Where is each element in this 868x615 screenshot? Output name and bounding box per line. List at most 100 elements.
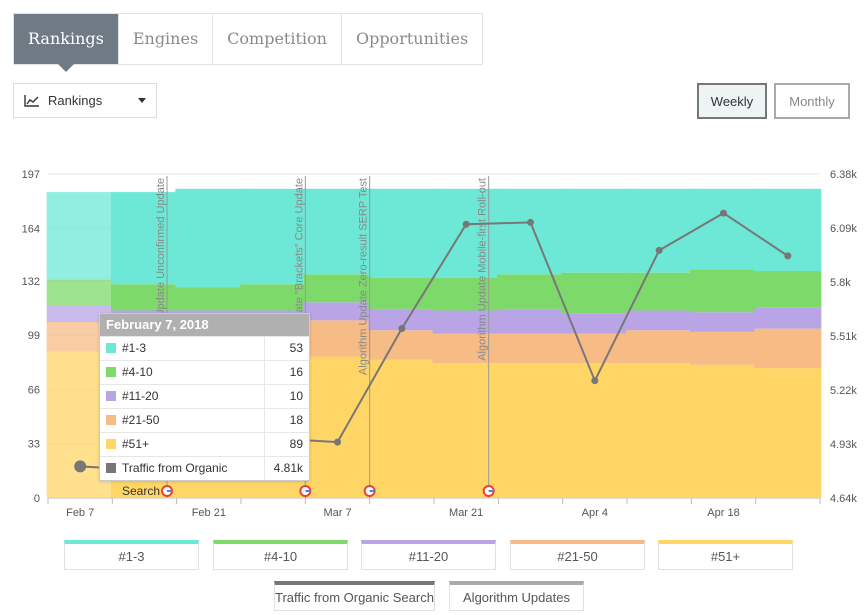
traffic-point (462, 220, 470, 228)
legend-item-organic-traffic[interactable]: Traffic from Organic Search (274, 581, 435, 611)
bar-segment (432, 333, 500, 364)
tooltip-swatch (106, 367, 116, 377)
traffic-point (398, 325, 406, 333)
x-tick-label: Apr 18 (707, 507, 739, 519)
bar-segment (304, 356, 371, 498)
y-tick-label-right: 4.93k (830, 439, 857, 451)
bar-segment (432, 363, 500, 498)
tooltip-value: 4.81k (264, 457, 309, 480)
bar-segment (175, 287, 243, 311)
bar-segment (754, 328, 822, 369)
y-tick-label-right: 5.22k (830, 385, 857, 397)
tooltip-value: 10 (264, 385, 309, 408)
bar-segment (754, 368, 822, 498)
tooltip-label: #21-50 (122, 413, 160, 427)
bar-segment (368, 188, 436, 278)
legend-item-4-10[interactable]: #4-10 (213, 540, 348, 570)
tooltip-row: #21-50 18 (100, 408, 309, 432)
x-tick-label: Apr 4 (582, 507, 608, 519)
bar-segment (625, 188, 693, 273)
traffic-point (334, 438, 341, 446)
tooltip-row: Traffic from Organic Search 4.81k (100, 456, 309, 498)
bar-segment (690, 312, 757, 332)
dropdown-label: Rankings (48, 93, 103, 108)
monthly-button[interactable]: Monthly (774, 83, 850, 119)
bar-segment (368, 308, 436, 331)
tooltip-row: #11-20 10 (100, 384, 309, 408)
tooltip-label: #4-10 (122, 365, 153, 379)
tooltip-value: 89 (264, 433, 309, 456)
bar-segment (690, 269, 757, 313)
y-tick-label-left: 66 (28, 384, 40, 396)
bar-segment (46, 192, 114, 280)
traffic-point (74, 460, 87, 473)
tooltip-swatch (106, 439, 116, 449)
traffic-point (591, 377, 599, 385)
bar-segment (304, 302, 371, 321)
y-tick-label-left: 164 (22, 223, 40, 235)
tooltip-label: #11-20 (122, 389, 159, 403)
y-tick-label-left: 0 (34, 493, 40, 505)
y-tick-label-left: 99 (28, 330, 40, 342)
bar-segment (561, 272, 629, 314)
x-tick-label: Feb 21 (192, 507, 226, 519)
bar-segment (561, 188, 629, 273)
tab-opportunities[interactable]: Opportunities (341, 14, 483, 64)
y-tick-label-right: 4.64k (830, 493, 857, 505)
bar-segment (625, 330, 693, 364)
traffic-point (655, 246, 663, 254)
bar-segment (561, 333, 629, 364)
rankings-chart: 0 33 66 99 132 164 197 4.64k 4.93k 5.22k 5.51k 5.8k… (22, 169, 858, 519)
traffic-point (784, 252, 792, 260)
weekly-button[interactable]: Weekly (697, 83, 767, 119)
tooltip-row: #51+ 89 (100, 432, 309, 456)
bar-segment (368, 277, 436, 309)
tab-rankings[interactable]: Rankings (14, 14, 119, 72)
tooltip-swatch (106, 415, 116, 425)
traffic-point (527, 218, 534, 226)
bar-segment (368, 330, 436, 360)
legend-item-21-50[interactable]: #21-50 (510, 540, 645, 570)
legend-item-1-3[interactable]: #1-3 (64, 540, 199, 570)
y-tick-label-left: 132 (22, 276, 40, 288)
bar-segment (304, 274, 371, 303)
y-tick-label-left: 33 (28, 439, 40, 451)
tooltip-label: #1-3 (122, 341, 147, 355)
bar-segment (625, 310, 693, 331)
bar-segment (625, 363, 693, 498)
bar-segment (432, 310, 500, 334)
bar-segment (239, 284, 307, 311)
line-chart-icon (24, 94, 39, 107)
y-tick-label-right: 6.38k (830, 169, 857, 181)
tab-engines[interactable]: Engines (118, 14, 214, 64)
metric-dropdown[interactable]: Rankings (13, 83, 157, 118)
tooltip-value: 18 (264, 409, 309, 432)
bar-segment (497, 274, 564, 309)
legend-item-algorithm-updates[interactable]: Algorithm Updates (449, 581, 584, 611)
x-tick-label: Mar 7 (323, 507, 351, 519)
bar-segment (561, 363, 629, 498)
bar-segment (497, 308, 564, 334)
x-tick-label: Mar 21 (449, 507, 483, 519)
bar-segment (690, 364, 757, 498)
legend-item-51-plus[interactable]: #51+ (658, 540, 793, 570)
bar-segment (561, 313, 629, 334)
bar-segment (111, 284, 178, 311)
tooltip-label: #51+ (122, 437, 150, 451)
bar-segment (304, 320, 371, 357)
bar-segment (497, 333, 564, 364)
main-tabs: Rankings Engines Competition Opportuniti… (13, 13, 484, 72)
bar-segment (304, 188, 371, 275)
chevron-down-icon (138, 98, 146, 103)
tooltip-swatch (106, 391, 116, 401)
tooltip-swatch (106, 343, 116, 353)
bar-segment (432, 188, 500, 278)
tooltip-row: #1-3 53 (100, 336, 309, 360)
bar-segment (432, 277, 500, 311)
tab-competition[interactable]: Competition (213, 14, 342, 64)
bar-segment (690, 331, 757, 365)
y-tick-label-left: 197 (22, 169, 40, 181)
legend-item-11-20[interactable]: #11-20 (361, 540, 496, 570)
bar-segment (497, 188, 564, 275)
tooltip-label: Traffic from Organic Search (122, 461, 228, 498)
